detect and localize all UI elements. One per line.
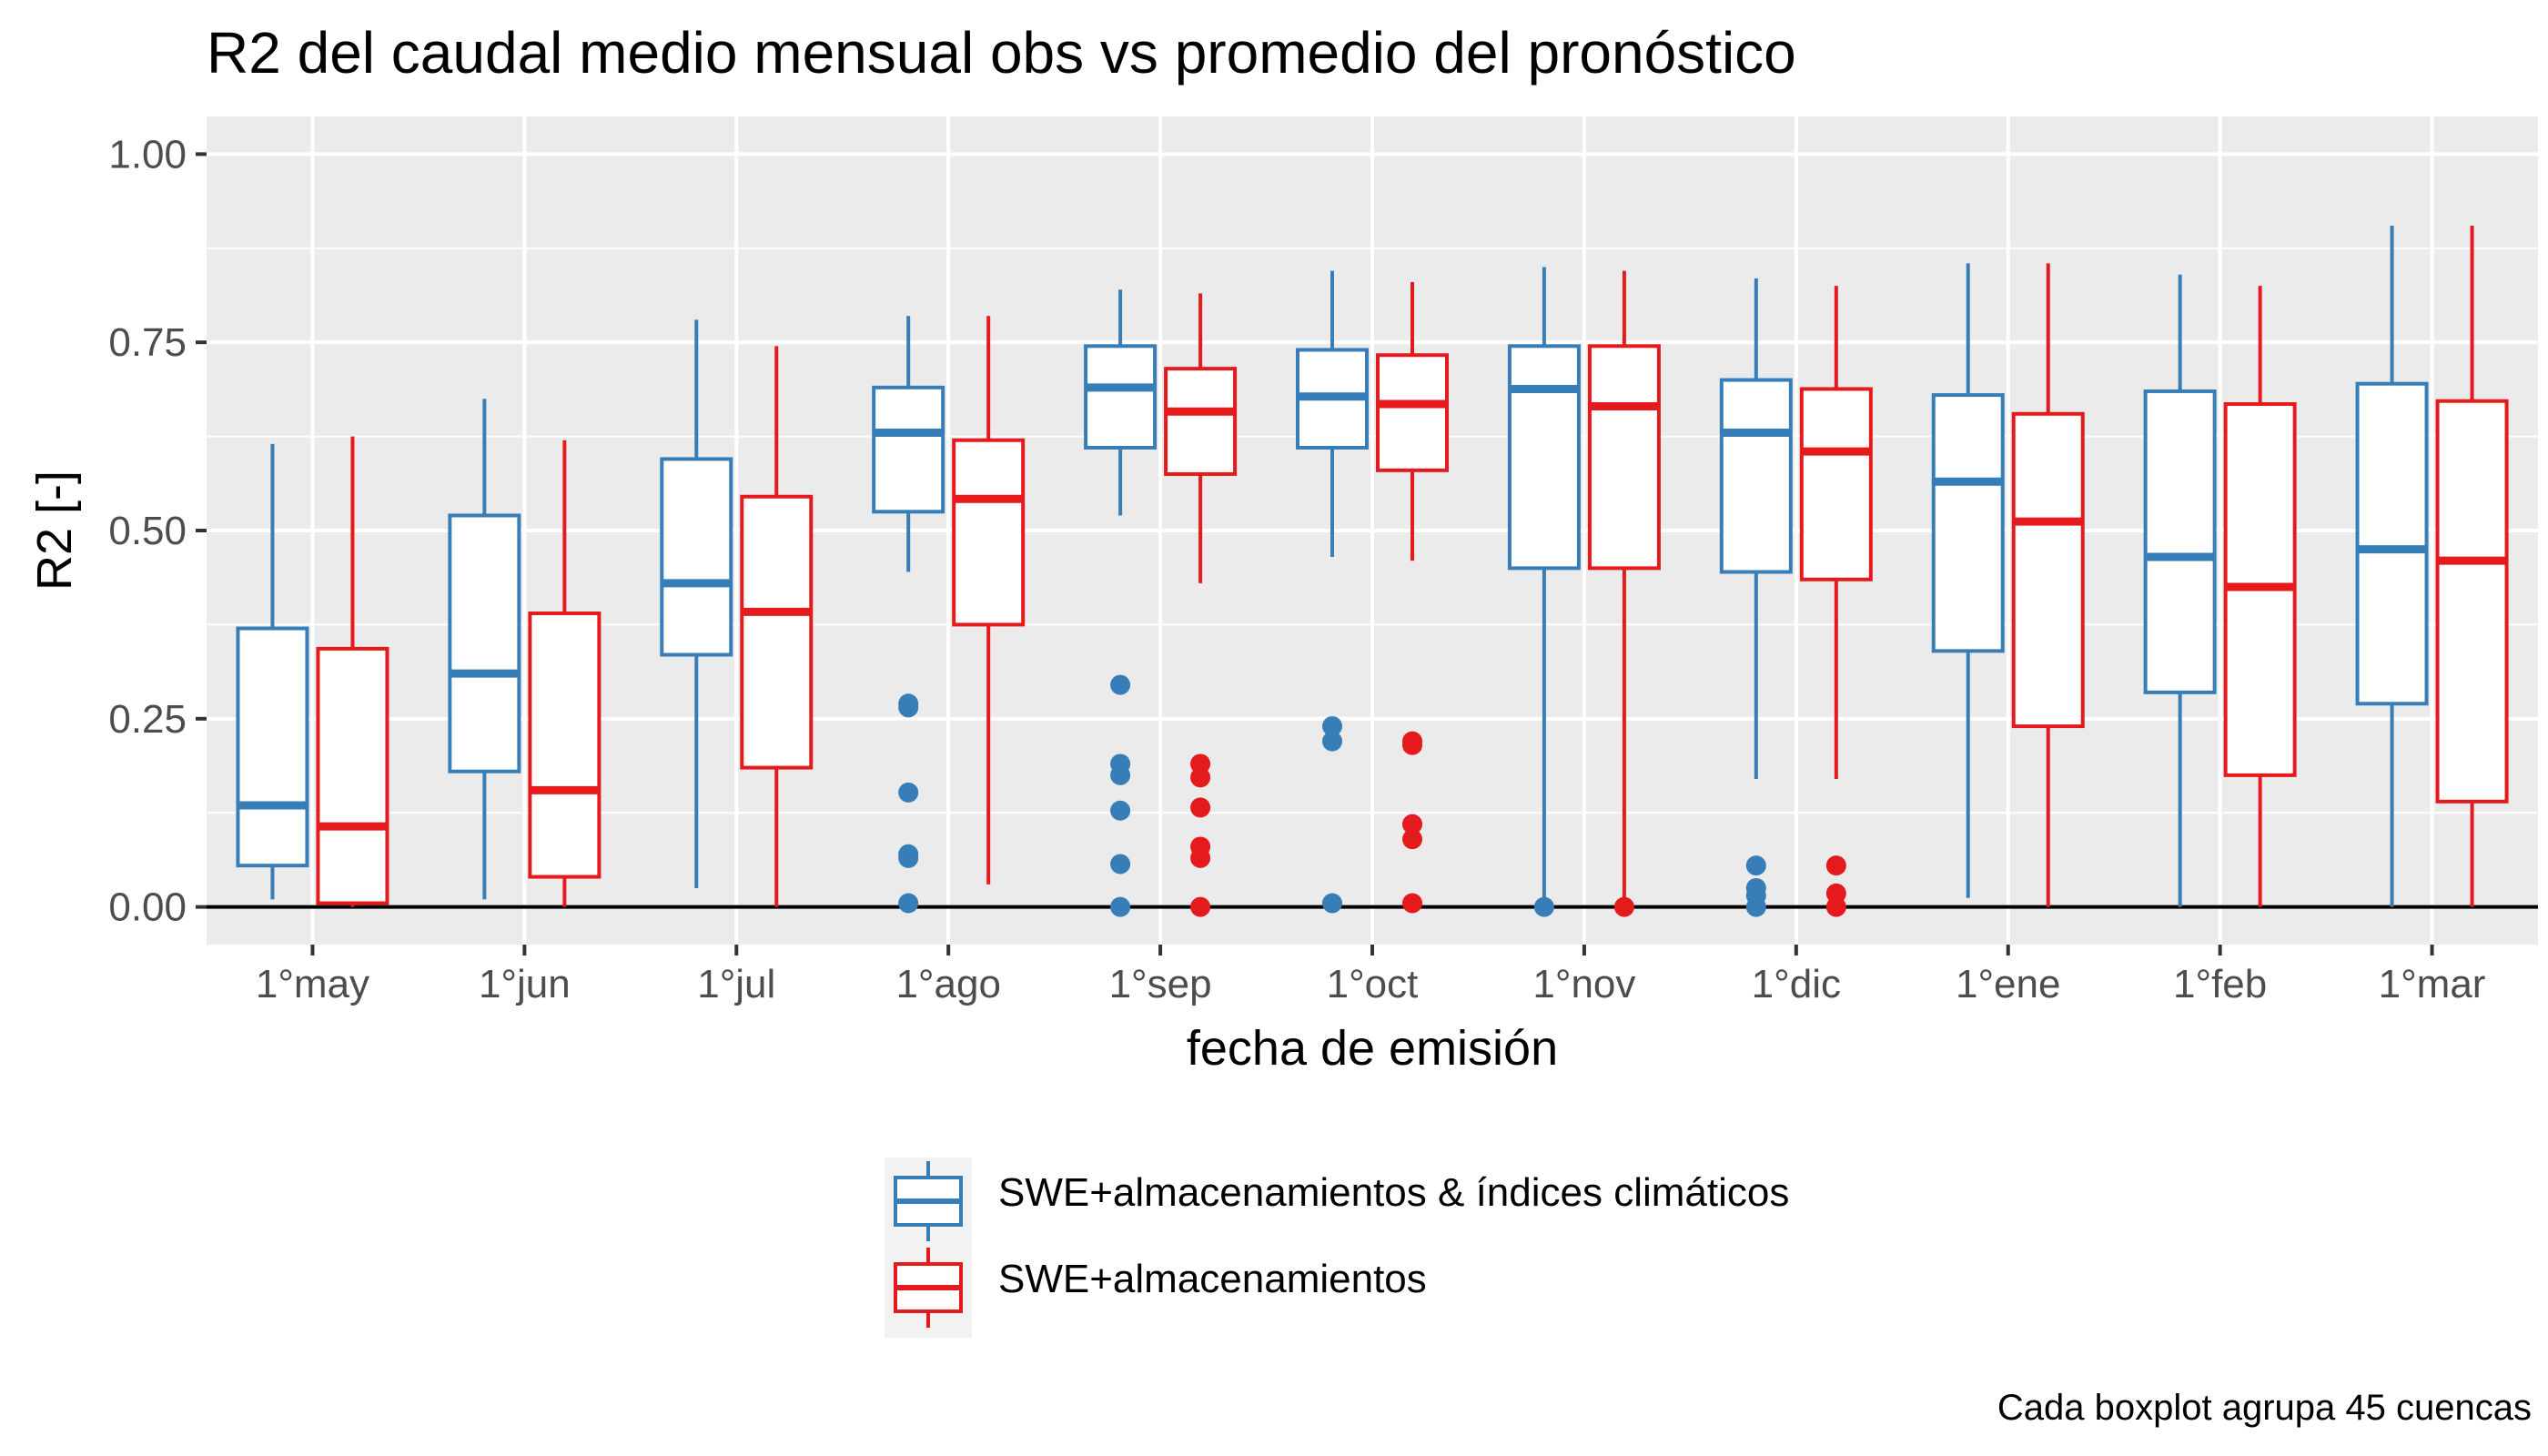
box-body: [2435, 399, 2509, 804]
outlier-point: [1825, 896, 1846, 917]
box-0-10: [2355, 225, 2429, 907]
box-0-5: [1296, 270, 1369, 914]
outlier-point: [1190, 767, 1211, 788]
y-tick-label: 0.50: [108, 509, 187, 553]
outlier-point: [1110, 854, 1131, 875]
legend-key-0: [894, 1161, 963, 1241]
box-body: [316, 646, 389, 905]
box-0-1: [448, 399, 521, 900]
box-1-6: [1587, 270, 1661, 917]
box-1-9: [2223, 286, 2297, 907]
box-1-5: [1376, 282, 1449, 914]
outlier-point: [1825, 855, 1846, 876]
box-body: [1931, 393, 2005, 653]
y-tick-label: 0.25: [108, 697, 187, 742]
outlier-point: [898, 847, 919, 868]
outlier-point: [1322, 893, 1342, 914]
box-1-1: [528, 440, 602, 907]
axes: 0.00 0.25 0.50 0.75 1.00 1°may 1°jun 1°jul 1°ago…: [108, 132, 2485, 1006]
box-body: [2355, 381, 2429, 706]
box-1-7: [1799, 286, 1873, 917]
box-0-9: [2143, 274, 2217, 907]
box-1-10: [2435, 225, 2509, 907]
box-body: [2143, 389, 2217, 694]
outlier-point: [898, 893, 919, 914]
x-tick-label: 1°ene: [1956, 962, 2060, 1006]
box-body: [1376, 353, 1449, 472]
box-body: [528, 612, 602, 879]
box-0-7: [1719, 278, 1793, 917]
x-tick-label: 1°ago: [895, 962, 1000, 1006]
box-0-6: [1507, 267, 1581, 917]
box-body: [1164, 367, 1238, 476]
outlier-point: [1613, 896, 1634, 917]
box-body: [448, 513, 521, 774]
outlier-point: [1745, 855, 1766, 876]
x-tick-label: 1°dic: [1752, 962, 1841, 1006]
chart-title: R2 del caudal medio mensual obs vs prome…: [207, 20, 1796, 86]
box-body: [1084, 344, 1158, 450]
x-tick-label: 1°feb: [2173, 962, 2267, 1006]
outlier-point: [1402, 814, 1422, 834]
box-body: [2011, 411, 2085, 729]
outlier-point: [1110, 674, 1131, 695]
outlier-point: [1745, 896, 1766, 917]
outlier-point: [1190, 896, 1211, 917]
y-tick-label: 1.00: [108, 132, 187, 177]
outlier-point: [1322, 731, 1342, 752]
box-1-3: [952, 316, 1026, 885]
outlier-point: [898, 697, 919, 718]
box-0-4: [1084, 289, 1158, 917]
box-body: [872, 385, 945, 514]
x-tick-label: 1°may: [256, 962, 369, 1006]
y-axis-title: R2 [-]: [27, 470, 82, 591]
outlier-point: [898, 782, 919, 803]
box-body: [236, 626, 309, 868]
box-0-2: [660, 319, 733, 888]
box-0-3: [872, 316, 945, 914]
outlier-point: [1110, 800, 1131, 821]
box-body: [952, 438, 1026, 627]
box-1-4: [1164, 293, 1238, 917]
boxes: [236, 225, 2509, 917]
x-tick-label: 1°sep: [1109, 962, 1212, 1006]
outlier-point: [1190, 847, 1211, 868]
x-tick-label: 1°nov: [1532, 962, 1635, 1006]
legend-key-1: [894, 1248, 963, 1328]
box-1-8: [2011, 263, 2085, 907]
box-body: [1799, 387, 1873, 581]
box-body: [660, 457, 733, 657]
y-tick-label: 0.75: [108, 320, 187, 365]
y-tick-label: 0.00: [108, 885, 187, 930]
legend: SWE+almacenamientos & índices climáticos…: [885, 1158, 1789, 1338]
box-0-8: [1931, 263, 2005, 898]
outlier-point: [1110, 896, 1131, 917]
x-tick-label: 1°mar: [2379, 962, 2486, 1006]
legend-label-0: SWE+almacenamientos & índices climáticos: [998, 1170, 1789, 1215]
outlier-point: [1533, 896, 1554, 917]
x-axis-title: fecha de emisión: [1187, 1021, 1558, 1076]
x-tick-label: 1°jul: [697, 962, 775, 1006]
box-body: [740, 494, 814, 770]
caption: Cada boxplot agrupa 45 cuencas: [1997, 1388, 2532, 1428]
legend-keys: [894, 1161, 963, 1328]
box-0-0: [236, 443, 309, 900]
outlier-point: [1322, 716, 1342, 737]
legend-label-1: SWE+almacenamientos: [998, 1257, 1427, 1301]
box-body: [1587, 344, 1661, 571]
outlier-point: [1402, 829, 1422, 850]
box-body: [1719, 378, 1793, 574]
outlier-point: [1402, 893, 1422, 914]
box-1-0: [316, 436, 389, 907]
x-tick-label: 1°oct: [1327, 962, 1419, 1006]
box-body: [1507, 344, 1581, 571]
box-1-2: [740, 346, 814, 907]
outlier-point: [1402, 734, 1422, 755]
outlier-point: [1110, 764, 1131, 785]
x-tick-label: 1°jun: [479, 962, 571, 1006]
grid-lines: [207, 116, 2538, 945]
outlier-point: [1190, 797, 1211, 818]
